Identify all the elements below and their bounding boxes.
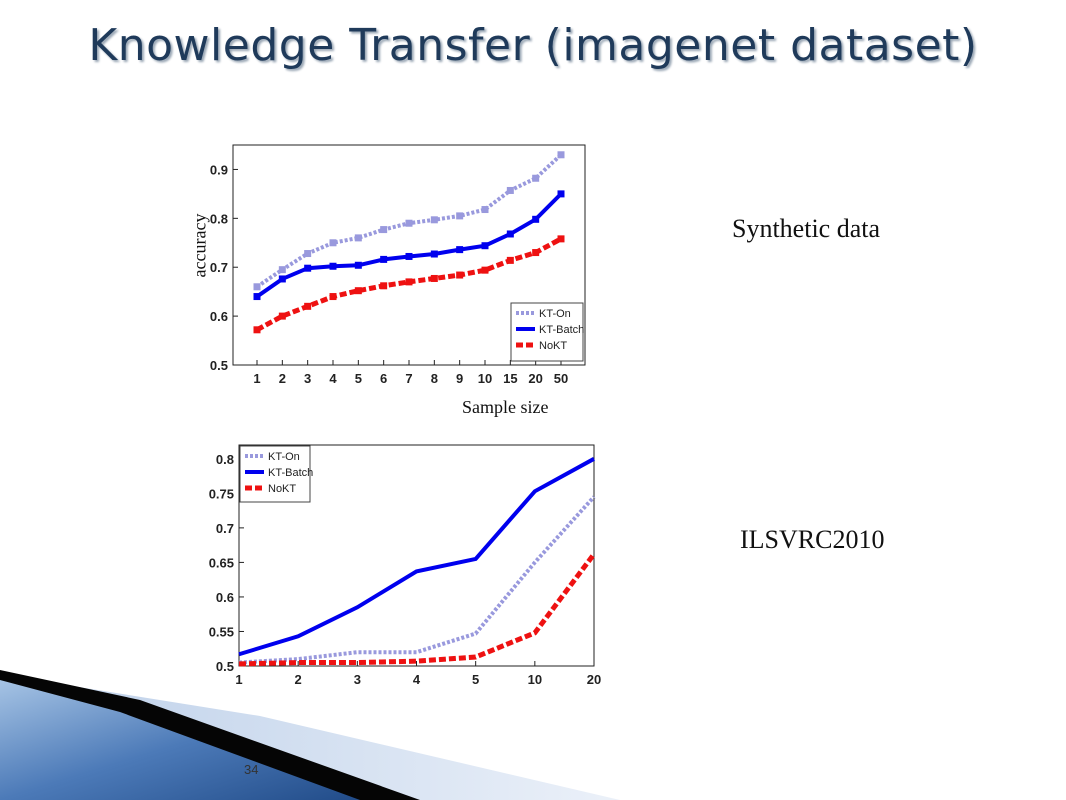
data-point-kt-on xyxy=(481,206,489,214)
x-tick-label: 10 xyxy=(528,672,542,687)
data-point-nokt xyxy=(253,326,261,334)
data-point-kt-batch xyxy=(304,264,312,272)
x-tick-label: 15 xyxy=(503,371,517,386)
data-point-nokt xyxy=(278,312,286,320)
legend-label: NoKT xyxy=(539,340,567,352)
y-tick-label: 0.65 xyxy=(209,555,234,570)
data-point-kt-batch xyxy=(405,252,413,260)
legend-label: KT-On xyxy=(539,308,571,320)
data-point-nokt xyxy=(481,266,489,274)
synthetic-data-label: Synthetic data xyxy=(732,214,881,243)
data-point-kt-batch xyxy=(253,293,261,301)
x-tick-label: 4 xyxy=(413,672,421,687)
data-point-kt-batch xyxy=(481,242,489,250)
series-line-nokt xyxy=(238,552,596,667)
x-tick-label: 1 xyxy=(235,672,242,687)
y-tick-label: 0.9 xyxy=(210,162,228,177)
data-point-kt-on xyxy=(304,250,312,258)
data-point-kt-on xyxy=(430,216,438,224)
data-point-kt-on xyxy=(354,234,362,242)
legend-label: NoKT xyxy=(268,483,296,495)
data-point-kt-on xyxy=(380,226,388,234)
x-tick-label: 50 xyxy=(554,371,568,386)
y-tick-label: 0.55 xyxy=(209,624,234,639)
y-tick-label: 0.6 xyxy=(210,309,228,324)
series-line-kt-batch xyxy=(238,457,595,657)
x-tick-label: 10 xyxy=(478,371,492,386)
x-tick-label: 1 xyxy=(253,371,260,386)
y-tick-label: 0.7 xyxy=(216,521,234,536)
x-tick-label: 9 xyxy=(456,371,463,386)
data-point-nokt xyxy=(304,302,312,310)
y-axis-label-text: accuracy xyxy=(189,213,210,278)
data-point-nokt xyxy=(557,235,565,243)
data-point-nokt xyxy=(532,249,540,257)
synthetic-data-chart: 0.5 0.6 0.7 0.8 0.9 1 2 3 4 5 6 7 8 9 10 15 20 50 KT-On KT-… xyxy=(210,144,586,386)
x-tick-label: 7 xyxy=(405,371,412,386)
page-number: 34 xyxy=(244,762,259,777)
x-tick-label: 5 xyxy=(472,672,479,687)
data-point-kt-on xyxy=(456,212,464,220)
data-point-nokt xyxy=(405,278,413,286)
y-tick-label: 0.7 xyxy=(210,260,228,275)
legend-label: KT-Batch xyxy=(268,467,313,479)
legend-label: KT-On xyxy=(268,451,300,463)
x-tick-label: 4 xyxy=(329,371,337,386)
x-tick-label: 6 xyxy=(380,371,387,386)
x-tick-label: 3 xyxy=(304,371,311,386)
data-point-kt-batch xyxy=(329,262,337,270)
y-tick-label: 0.6 xyxy=(216,590,234,605)
data-point-kt-on xyxy=(557,151,565,159)
data-point-kt-on xyxy=(253,283,261,291)
y-tick-label: 0.8 xyxy=(216,452,234,467)
y-tick-label: 0.5 xyxy=(210,358,228,373)
data-point-nokt xyxy=(380,282,388,290)
data-point-nokt xyxy=(354,287,362,295)
data-point-kt-batch xyxy=(380,255,388,263)
legend-label: KT-Batch xyxy=(539,324,584,336)
x-axis-label: Sample size xyxy=(462,397,549,417)
y-tick-label: 0.8 xyxy=(210,211,228,226)
x-tick-label: 3 xyxy=(354,672,361,687)
data-point-kt-batch xyxy=(532,215,540,223)
x-tick-label: 20 xyxy=(587,672,601,687)
x-tick-label: 8 xyxy=(431,371,438,386)
slide-title: Knowledge Transfer (imagenet dataset) xyxy=(88,20,978,71)
data-point-kt-on xyxy=(329,239,337,247)
x-tick-label: 5 xyxy=(355,371,362,386)
x-tick-label: 2 xyxy=(279,371,286,386)
data-point-kt-batch xyxy=(430,250,438,258)
data-point-kt-batch xyxy=(557,190,565,198)
data-point-nokt xyxy=(506,256,514,264)
data-point-nokt xyxy=(329,293,337,301)
data-point-kt-on xyxy=(532,174,540,182)
data-point-kt-batch xyxy=(506,230,514,238)
data-point-kt-on xyxy=(405,219,413,227)
series-line-kt-on xyxy=(238,495,596,665)
data-point-nokt xyxy=(430,274,438,282)
ilsvrc2010-chart: 0.5 0.55 0.6 0.65 0.7 0.75 0.8 1 2 3 4 5 10 20 KT-On KT… xyxy=(209,444,601,687)
data-point-kt-batch xyxy=(278,275,286,283)
y-axis-label: accuracy xyxy=(190,195,210,278)
x-tick-label: 2 xyxy=(295,672,302,687)
data-point-kt-on xyxy=(506,186,514,194)
ilsvrc2010-label: ILSVRC2010 xyxy=(740,525,885,554)
data-point-kt-on xyxy=(278,266,286,274)
data-point-kt-batch xyxy=(456,246,464,254)
x-tick-label: 20 xyxy=(528,371,542,386)
y-tick-label: 0.5 xyxy=(216,659,234,674)
y-tick-label: 0.75 xyxy=(209,486,234,501)
data-point-nokt xyxy=(456,271,464,279)
data-point-kt-batch xyxy=(354,261,362,269)
